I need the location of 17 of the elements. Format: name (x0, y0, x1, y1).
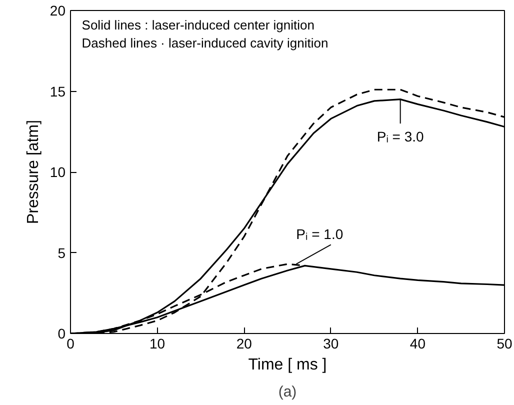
x-tick-label: 40 (410, 336, 426, 352)
x-tick-label: 50 (496, 336, 512, 352)
x-tick-label: 30 (323, 336, 339, 352)
annotation: Solid lines : laser-induced center ignition (82, 18, 314, 33)
y-tick-label: 10 (50, 164, 66, 180)
x-tick-label: 20 (236, 336, 252, 352)
annotation: Pᵢ = 1.0 (296, 226, 344, 242)
y-tick-label: 15 (50, 83, 66, 100)
annotation: Dashed lines · laser-induced cavity ignition (82, 35, 328, 50)
x-tick-label: 10 (150, 336, 166, 352)
y-tick-label: 0 (58, 326, 66, 342)
annotation: Pᵢ = 3.0 (376, 128, 424, 144)
text: (a) (278, 384, 297, 400)
x-axis-title: Time [ ms ] (248, 356, 327, 374)
y-tick-label: 5 (58, 244, 66, 261)
y-tick-label: 20 (50, 2, 66, 18)
y-axis-title: Pressure [atm] (24, 120, 42, 224)
